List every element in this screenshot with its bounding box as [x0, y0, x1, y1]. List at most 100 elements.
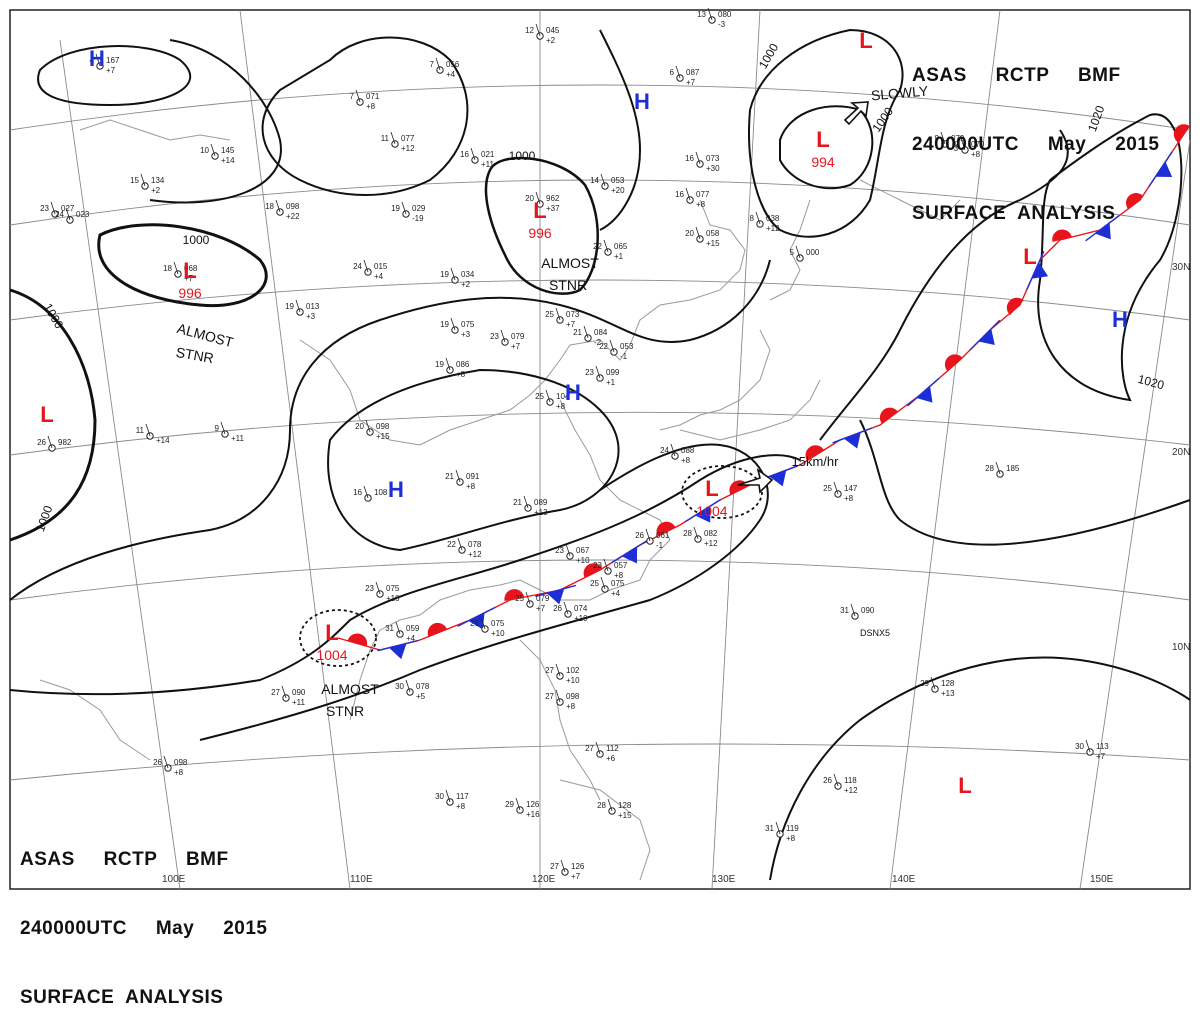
station-plot: 23 027 — [40, 201, 75, 218]
header-line-1: ASAS RCTP BMF — [912, 65, 1121, 86]
isobar-l994 — [779, 105, 874, 190]
lon-line-100e — [59, 39, 181, 890]
station-plot: 19 034+2 — [440, 267, 475, 289]
dotted-lows — [299, 465, 763, 667]
station-plot: 23 075+10 — [365, 581, 400, 603]
center-pressure: 996 — [528, 225, 552, 241]
station-tendency: +11 — [231, 434, 245, 443]
station-pressure: 119 — [786, 824, 799, 833]
station-temp: 9 — [215, 424, 220, 433]
warm-front-semicircle — [805, 445, 824, 461]
wind-barb — [833, 773, 839, 787]
station-pressure: 102 — [566, 666, 580, 675]
cold-front-segment — [611, 539, 648, 564]
station-temp: 16 — [353, 488, 362, 497]
station-pressure: 053 — [611, 176, 625, 185]
low-center: L — [183, 258, 196, 283]
station-pressure: 077 — [696, 190, 710, 199]
wind-barb — [555, 307, 561, 321]
station-plot: 16 108 — [353, 485, 388, 502]
station-temp: 31 — [765, 824, 774, 833]
station-temp: 26 — [470, 619, 479, 628]
station-tendency: +7 — [686, 78, 696, 87]
wind-barb — [375, 581, 381, 595]
front-symbol — [1148, 151, 1173, 188]
station-pressure: 090 — [861, 606, 875, 615]
wind-barb — [995, 461, 1001, 475]
isobar-north-e — [149, 39, 282, 204]
isobar-h-nw — [37, 45, 192, 107]
isobar-long-3 — [199, 443, 769, 741]
wind-barb — [450, 317, 456, 331]
station-temp: 26 — [553, 604, 562, 613]
station-tendency: +8 — [696, 200, 706, 209]
wind-barb — [940, 131, 946, 145]
station-pressure: 088 — [681, 446, 695, 455]
lat-label: 20N — [1172, 447, 1190, 458]
warm-front-semicircle — [944, 354, 963, 371]
front-symbol — [832, 427, 873, 449]
high-center: H — [89, 46, 105, 71]
station-temp: 23 — [593, 561, 602, 570]
station-plot: 11 +14 — [136, 423, 170, 445]
station-plot: 7 056+4 — [430, 57, 460, 79]
cold-front-triangle — [621, 546, 638, 564]
station-temp: 19 — [440, 270, 449, 279]
station-temp: 30 — [1075, 742, 1084, 751]
station-tendency: -19 — [412, 214, 424, 223]
station-pressure: 079 — [536, 594, 550, 603]
header-line-3: SURFACE ANALYSIS — [912, 203, 1116, 224]
wind-barb — [163, 755, 169, 769]
wind-barb — [140, 173, 146, 187]
station-plot: 20 098+15 — [355, 419, 390, 441]
wind-barb — [435, 57, 441, 71]
station-temp: 31 — [840, 606, 849, 615]
station-temp: 13 — [697, 10, 706, 19]
station-pressure: 059 — [406, 624, 420, 633]
station-pressure: 000 — [806, 248, 820, 257]
warm-front-semicircle — [427, 622, 447, 637]
station-plot: 23 099+1 — [585, 365, 620, 387]
station-pressure: 056 — [446, 60, 460, 69]
coast-philippines — [519, 639, 601, 801]
station-pressure: 045 — [546, 26, 560, 35]
station-temp: 25 — [515, 594, 524, 603]
station-tendency: +7 — [184, 274, 194, 283]
station-tendency: +7 — [511, 342, 521, 351]
isobar-1000-w — [9, 288, 97, 542]
station-plot: 21 089+13 — [513, 495, 548, 517]
station-pressure: 126 — [526, 800, 540, 809]
station-plot: 26 982 — [37, 435, 72, 452]
station-temp: 26 — [823, 776, 832, 785]
lat-line-10n — [9, 559, 1191, 601]
wind-barb — [173, 261, 179, 275]
station-tendency: +10 — [574, 614, 588, 623]
wind-barb — [600, 576, 606, 590]
station-tendency: +13 — [941, 689, 955, 698]
low-center: L — [1023, 244, 1036, 269]
station-temp: 24 — [55, 210, 64, 219]
station-plot: 24 023 — [55, 207, 90, 224]
header-line-2: 240000UTC May 2015 — [20, 918, 268, 939]
station-plot: 12 045+2 — [525, 23, 560, 45]
warm-front-semicircle — [1126, 193, 1144, 210]
isobar-1000-l1 — [97, 223, 268, 308]
warm-front-semicircle — [1173, 124, 1190, 143]
cold-front-segment — [1148, 151, 1173, 188]
station-pressure: 074 — [574, 604, 588, 613]
wind-barb — [405, 679, 411, 693]
station-plot: 29 128+13 — [920, 676, 955, 698]
station-tendency: +12 — [468, 550, 482, 559]
header-line-1: ASAS RCTP BMF — [20, 849, 229, 870]
station-temp: 7 — [350, 92, 355, 101]
lat-line-0 — [9, 743, 1191, 781]
station-pressure: 128 — [941, 679, 955, 688]
station-pressure: 075 — [461, 320, 475, 329]
coast-japan-south — [679, 379, 821, 441]
station-plot: 26 075+10 — [470, 616, 505, 638]
station-temp: 4 — [90, 56, 95, 65]
wind-barb — [560, 859, 566, 873]
station-plot: 27 126+7 — [550, 859, 585, 881]
station-plots: 4 167+77 056+412 045+213 080-36 087+77 071+811… — [37, 7, 1109, 881]
